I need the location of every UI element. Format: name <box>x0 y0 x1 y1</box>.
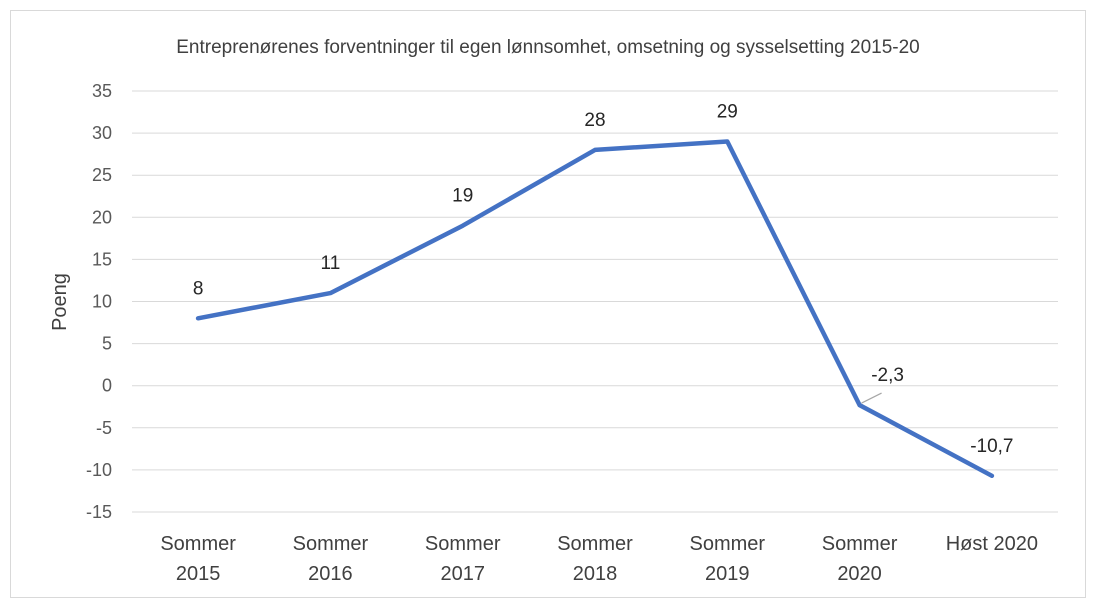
x-tick-label: Sommer <box>689 533 765 555</box>
y-tick-label: 20 <box>92 207 112 227</box>
data-label: 8 <box>193 278 204 299</box>
x-tick-label: 2019 <box>705 563 750 585</box>
x-tick-label: 2020 <box>837 563 882 585</box>
data-label: 19 <box>452 186 473 207</box>
x-tick-label: Høst 2020 <box>946 533 1038 555</box>
x-tick-label: 2017 <box>440 563 485 585</box>
data-label-leader <box>861 392 882 404</box>
y-tick-label: -15 <box>86 502 112 522</box>
data-label: 28 <box>584 110 605 131</box>
x-tick-label: Sommer <box>293 533 369 555</box>
y-tick-label: 0 <box>102 376 112 396</box>
data-label: 29 <box>717 102 738 123</box>
x-tick-label: Sommer <box>425 533 501 555</box>
y-tick-label: -10 <box>86 460 112 480</box>
x-tick-label: Sommer <box>557 533 633 555</box>
y-tick-label: 10 <box>92 292 112 312</box>
chart-title: Entreprenørenes forventninger til egen l… <box>176 37 920 58</box>
x-tick-label: 2018 <box>573 563 618 585</box>
y-tick-label: 35 <box>92 81 112 101</box>
y-tick-label: -5 <box>96 418 112 438</box>
chart-frame <box>10 10 1086 598</box>
y-tick-label: 5 <box>102 334 112 354</box>
y-axis-label: Poeng <box>49 273 71 331</box>
y-tick-label: 15 <box>92 249 112 269</box>
x-tick-label: Sommer <box>160 533 236 555</box>
x-tick-label: 2016 <box>308 563 353 585</box>
data-label: 11 <box>321 253 341 274</box>
data-label: -10,7 <box>970 436 1013 457</box>
series-line <box>195 139 995 479</box>
x-tick-label: Sommer <box>822 533 898 555</box>
data-label: -2,3 <box>871 365 904 386</box>
x-tick-label: 2015 <box>176 563 221 585</box>
y-tick-label: 30 <box>92 123 112 143</box>
y-tick-label: 25 <box>92 165 112 185</box>
